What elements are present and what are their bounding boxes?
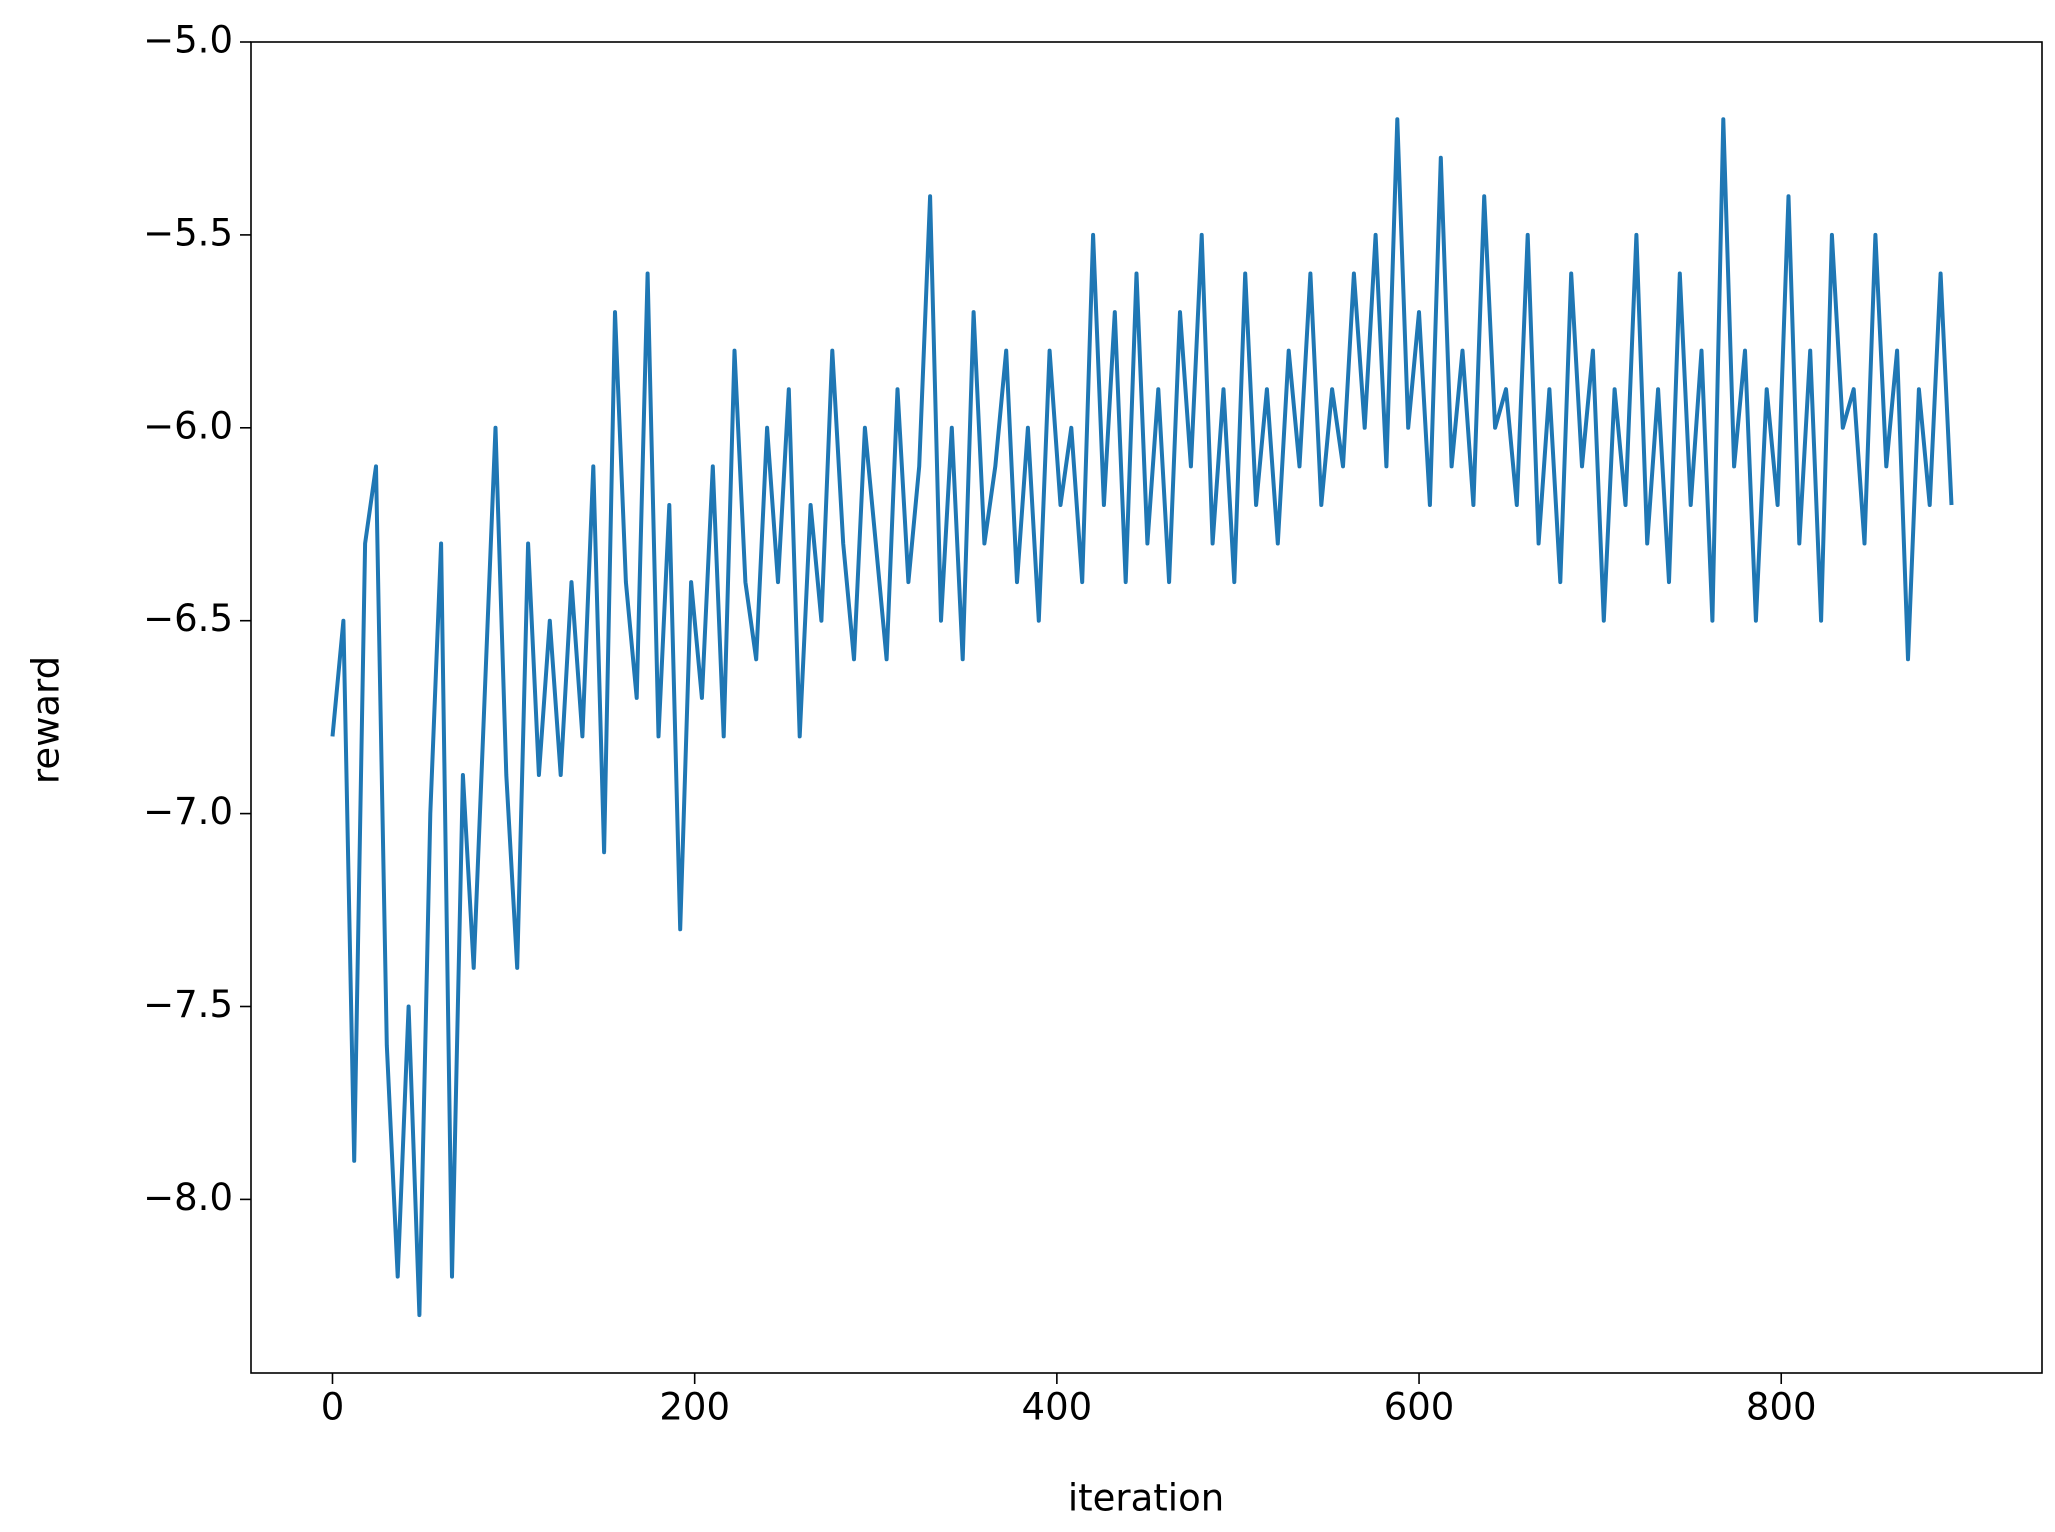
x-tick-label: 800 <box>1746 1386 1817 1429</box>
x-tick-label: 200 <box>659 1386 730 1429</box>
y-axis-label: reward <box>25 656 68 784</box>
data-line <box>330 117 1954 1318</box>
y-tick-label: −8.0 <box>143 1176 233 1219</box>
x-tick-label: 400 <box>1022 1386 1093 1429</box>
y-tick-label: −5.5 <box>143 211 233 254</box>
y-tick-label: −7.5 <box>143 983 233 1026</box>
y-tick-label: −6.5 <box>143 597 233 640</box>
x-tick-label: 600 <box>1384 1386 1455 1429</box>
plot-frame <box>250 41 2043 1374</box>
y-tick-label: −5.0 <box>143 19 233 62</box>
y-tick-label: −6.0 <box>143 404 233 447</box>
y-tick-label: −7.0 <box>143 790 233 833</box>
x-axis-label: iteration <box>1068 1477 1224 1520</box>
x-tick-label: 0 <box>321 1386 345 1429</box>
